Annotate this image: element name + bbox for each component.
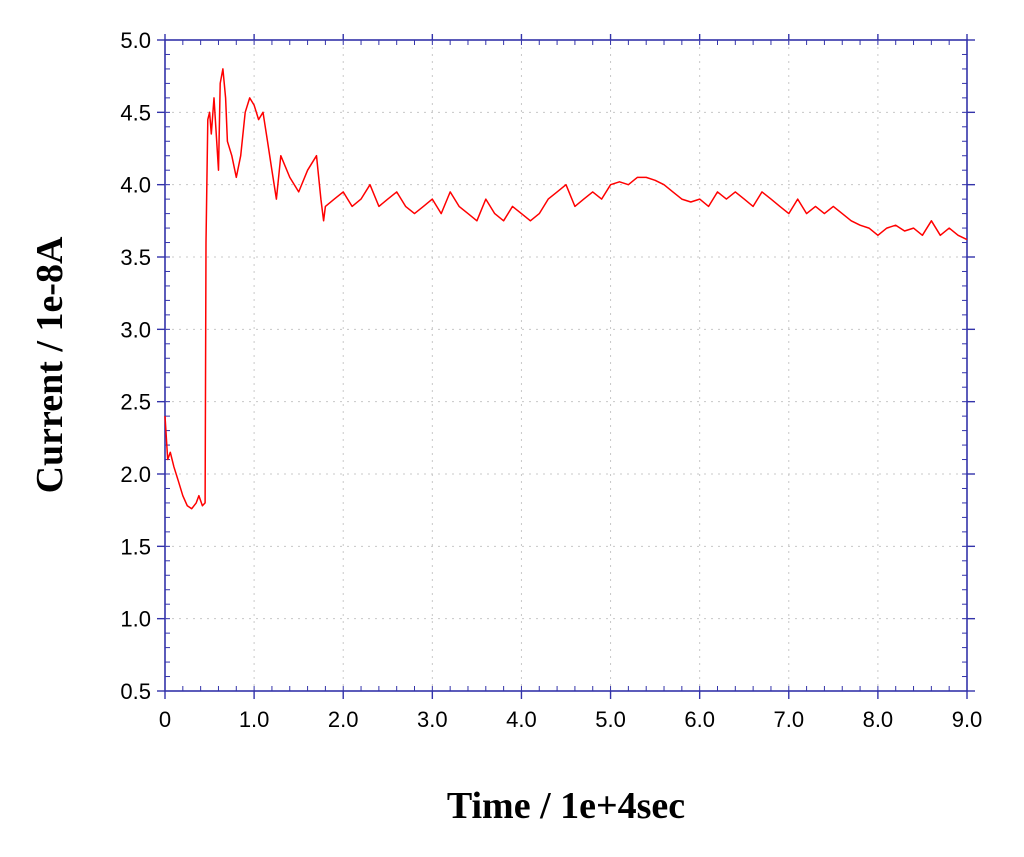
y-tick-label: 1.0 [120, 607, 151, 632]
y-axis-ticks: 0.5 1.0 1.5 2.0 2.5 3.0 3.5 4.0 4.5 5.0 [120, 28, 975, 704]
y-tick-label: 4.0 [120, 173, 151, 198]
x-tick-label: 2.0 [328, 707, 359, 732]
x-tick-label: 8.0 [863, 707, 894, 732]
x-axis-ticks: 0 1.0 2.0 3.0 4.0 5.0 6.0 7.0 8.0 9.0 [159, 34, 982, 732]
axis-minor-ticks [164, 39, 968, 692]
x-tick-label: 7.0 [773, 707, 804, 732]
y-tick-label: 0.5 [120, 679, 151, 704]
x-tick-label: 6.0 [684, 707, 715, 732]
x-tick-label: 5.0 [595, 707, 626, 732]
y-tick-label: 1.5 [120, 534, 151, 559]
series-line-0 [164, 68, 968, 510]
y-tick-label: 3.0 [120, 317, 151, 342]
x-tick-label: 9.0 [952, 707, 983, 732]
x-axis-title: Time / 1e+4sec [447, 785, 685, 827]
x-tick-label: 1.0 [239, 707, 270, 732]
y-tick-label: 3.5 [120, 245, 151, 270]
y-tick-label: 2.0 [120, 462, 151, 487]
y-tick-label: 2.5 [120, 390, 151, 415]
plot-area [164, 39, 968, 692]
x-tick-label: 3.0 [417, 707, 448, 732]
x-tick-label: 4.0 [506, 707, 537, 732]
x-tick-label: 0 [159, 707, 171, 732]
series-group [164, 68, 968, 510]
y-tick-label: 5.0 [120, 28, 151, 53]
y-tick-label: 4.5 [120, 100, 151, 125]
y-axis-title: Current / 1e-8A [29, 236, 71, 493]
